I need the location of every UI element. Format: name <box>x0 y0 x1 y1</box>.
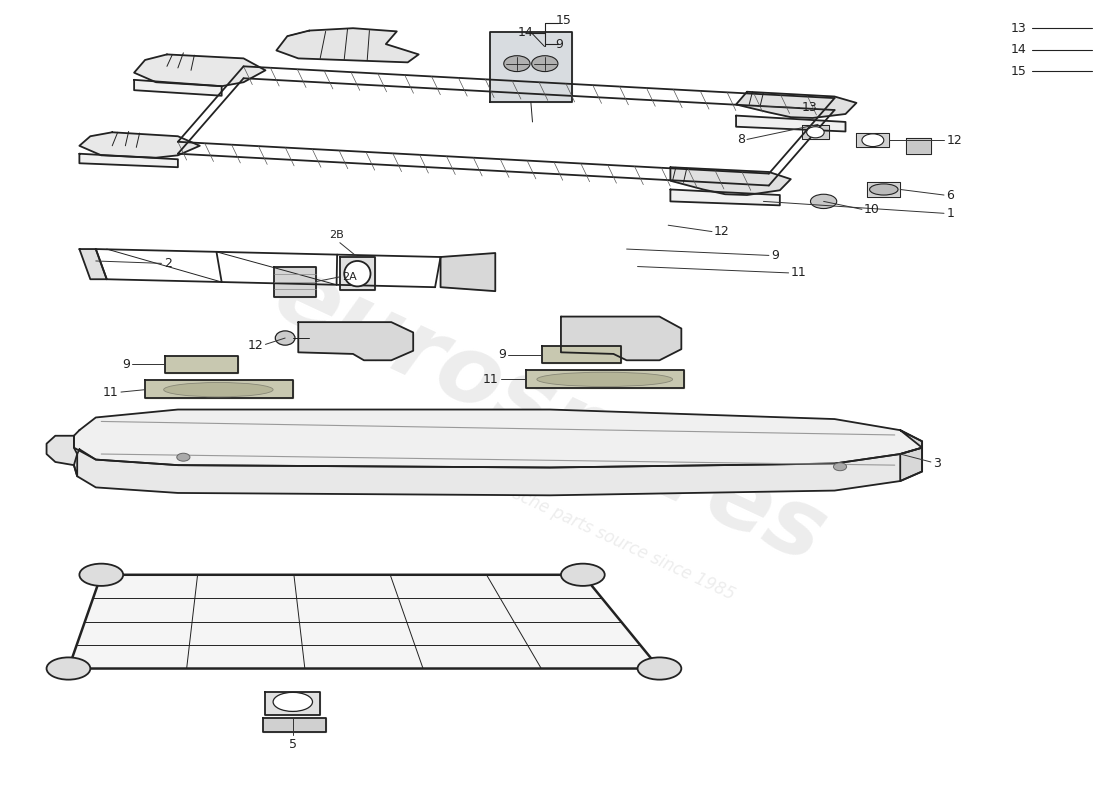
Ellipse shape <box>46 658 90 680</box>
Polygon shape <box>79 154 178 167</box>
Ellipse shape <box>504 56 530 71</box>
Text: eurospares: eurospares <box>260 248 840 584</box>
Polygon shape <box>79 132 200 158</box>
Polygon shape <box>802 125 829 139</box>
Polygon shape <box>670 167 791 195</box>
Polygon shape <box>340 257 375 290</box>
Text: 15: 15 <box>556 14 571 26</box>
Text: 12: 12 <box>946 134 961 146</box>
Polygon shape <box>79 249 107 279</box>
Text: 8: 8 <box>737 133 745 146</box>
Polygon shape <box>46 436 77 476</box>
Text: 12: 12 <box>714 225 730 238</box>
Ellipse shape <box>177 454 190 461</box>
Text: 15: 15 <box>1010 65 1026 78</box>
Polygon shape <box>134 54 265 86</box>
Ellipse shape <box>531 56 558 71</box>
Ellipse shape <box>806 126 824 138</box>
Polygon shape <box>74 448 922 495</box>
Ellipse shape <box>834 462 847 470</box>
Text: 9: 9 <box>556 38 563 50</box>
Text: 13: 13 <box>802 101 817 114</box>
Text: 2A: 2A <box>342 272 356 282</box>
Ellipse shape <box>638 658 681 680</box>
Polygon shape <box>900 430 922 481</box>
Text: 9: 9 <box>122 358 130 370</box>
Text: 6: 6 <box>946 189 954 202</box>
Text: 9: 9 <box>771 249 779 262</box>
Text: 11: 11 <box>791 266 806 279</box>
Polygon shape <box>868 182 900 197</box>
Polygon shape <box>276 28 419 62</box>
Polygon shape <box>490 32 572 102</box>
Text: 3: 3 <box>933 457 940 470</box>
Polygon shape <box>263 718 326 732</box>
Ellipse shape <box>164 382 273 397</box>
Polygon shape <box>145 380 293 398</box>
Polygon shape <box>298 322 414 360</box>
Ellipse shape <box>537 372 672 386</box>
Ellipse shape <box>870 184 898 195</box>
Polygon shape <box>441 253 495 291</box>
Polygon shape <box>68 574 659 669</box>
Polygon shape <box>274 266 316 297</box>
Text: 2: 2 <box>164 257 172 270</box>
Text: 9: 9 <box>498 348 506 362</box>
Polygon shape <box>857 133 889 147</box>
Polygon shape <box>134 80 222 96</box>
Text: 11: 11 <box>103 386 119 398</box>
Text: 2B: 2B <box>329 230 344 240</box>
Ellipse shape <box>862 134 883 146</box>
Text: 14: 14 <box>518 26 534 39</box>
Polygon shape <box>74 410 922 467</box>
Polygon shape <box>265 692 320 714</box>
Text: 11: 11 <box>483 373 498 386</box>
Text: 14: 14 <box>1010 43 1026 56</box>
Ellipse shape <box>79 564 123 586</box>
Polygon shape <box>542 346 621 363</box>
Polygon shape <box>670 190 780 206</box>
Text: 1: 1 <box>946 207 954 220</box>
Text: a Porsche parts source since 1985: a Porsche parts source since 1985 <box>472 466 738 604</box>
Text: 12: 12 <box>248 339 263 353</box>
Ellipse shape <box>344 261 371 286</box>
Ellipse shape <box>273 692 312 711</box>
Polygon shape <box>165 355 238 373</box>
Polygon shape <box>736 92 857 118</box>
Polygon shape <box>736 115 846 131</box>
Polygon shape <box>905 138 931 154</box>
Text: 10: 10 <box>865 203 880 216</box>
Polygon shape <box>561 317 681 360</box>
Ellipse shape <box>275 331 295 345</box>
Text: 13: 13 <box>1010 22 1026 34</box>
Ellipse shape <box>811 194 837 209</box>
Text: 5: 5 <box>289 738 297 750</box>
Ellipse shape <box>561 564 605 586</box>
Polygon shape <box>526 370 683 388</box>
